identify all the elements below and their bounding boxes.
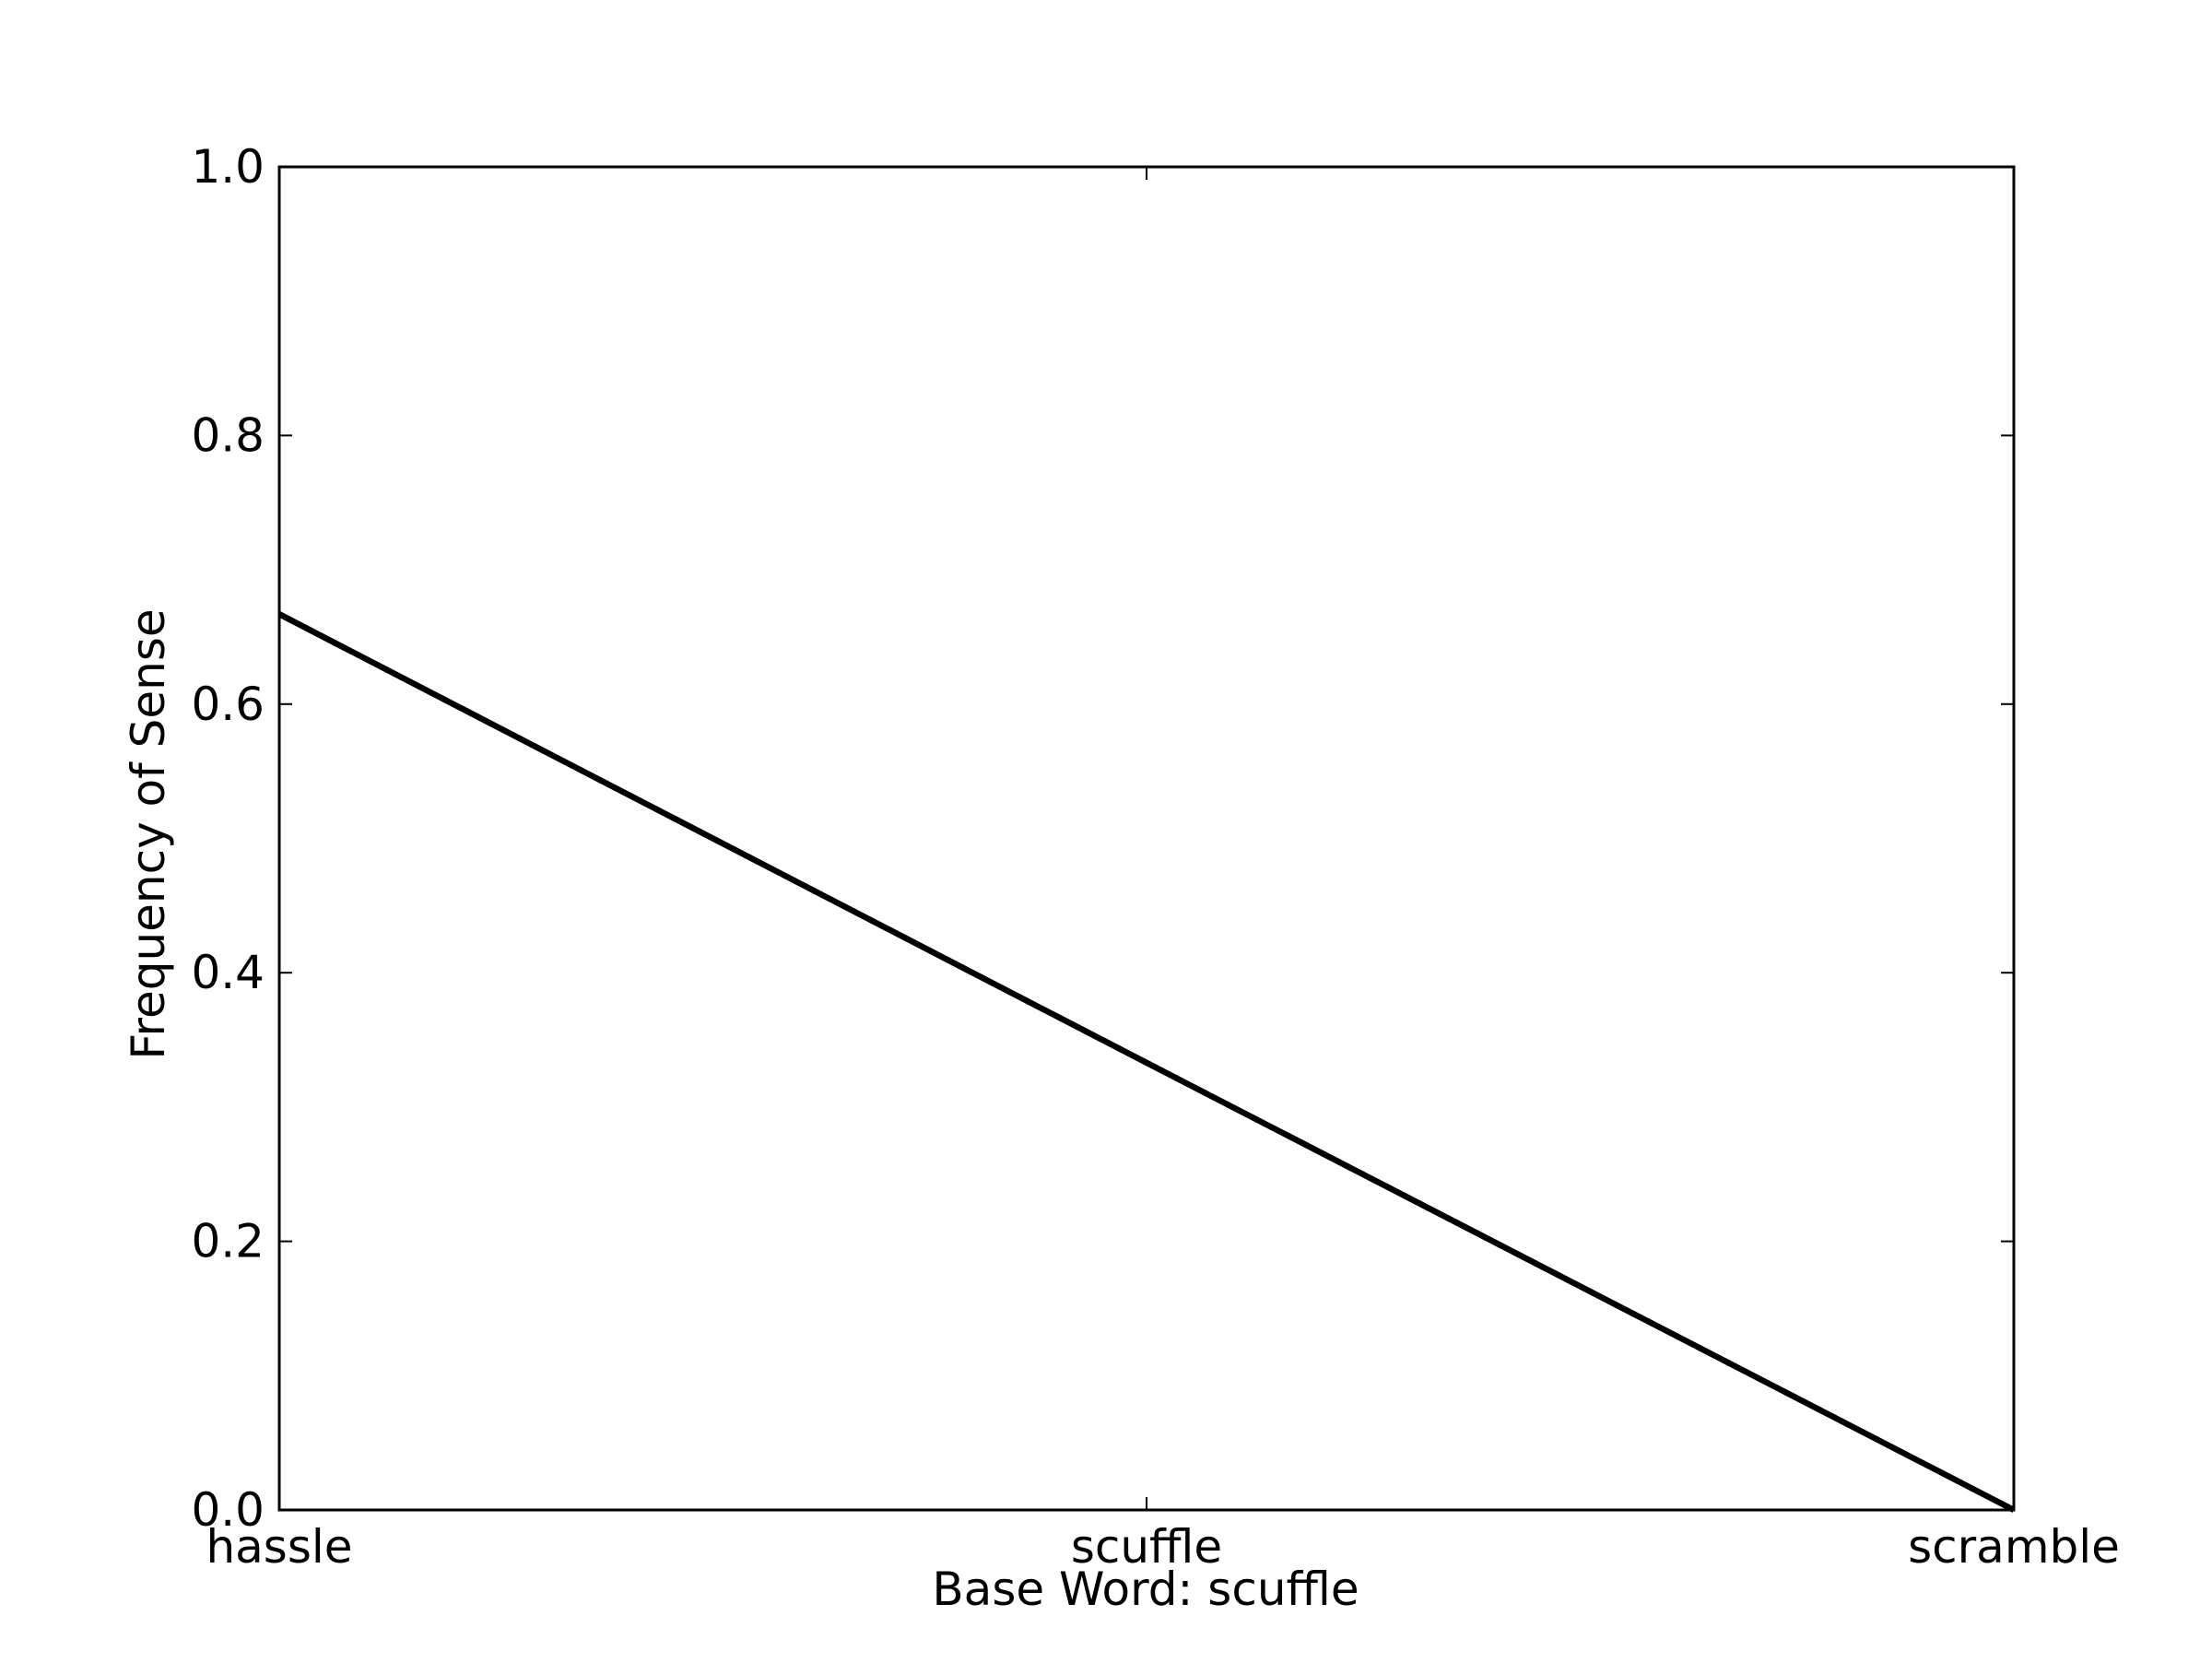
y-tick-label: 0.2 [191,1215,265,1268]
x-axis-label: Base Word: scuffle [932,1563,1359,1616]
series-line-0 [277,611,2016,1513]
x-tick-label: scramble [1908,1520,2120,1574]
y-axis-label: Frequency of Sense [122,608,175,1059]
y-tick-label: 0.6 [191,678,265,731]
x-tick-label: hassle [206,1520,352,1574]
y-tick-label: 0.8 [191,408,265,462]
y-tick-label: 1.0 [191,140,265,194]
plot-area: 0.0 0.2 0.4 0.6 0.8 1.0 hassle scuffle scramble [191,140,2119,1574]
x-tick-label: scuffle [1071,1520,1222,1574]
y-tick-label: 0.4 [191,946,265,999]
y-tick-label: 0.0 [191,1483,265,1537]
